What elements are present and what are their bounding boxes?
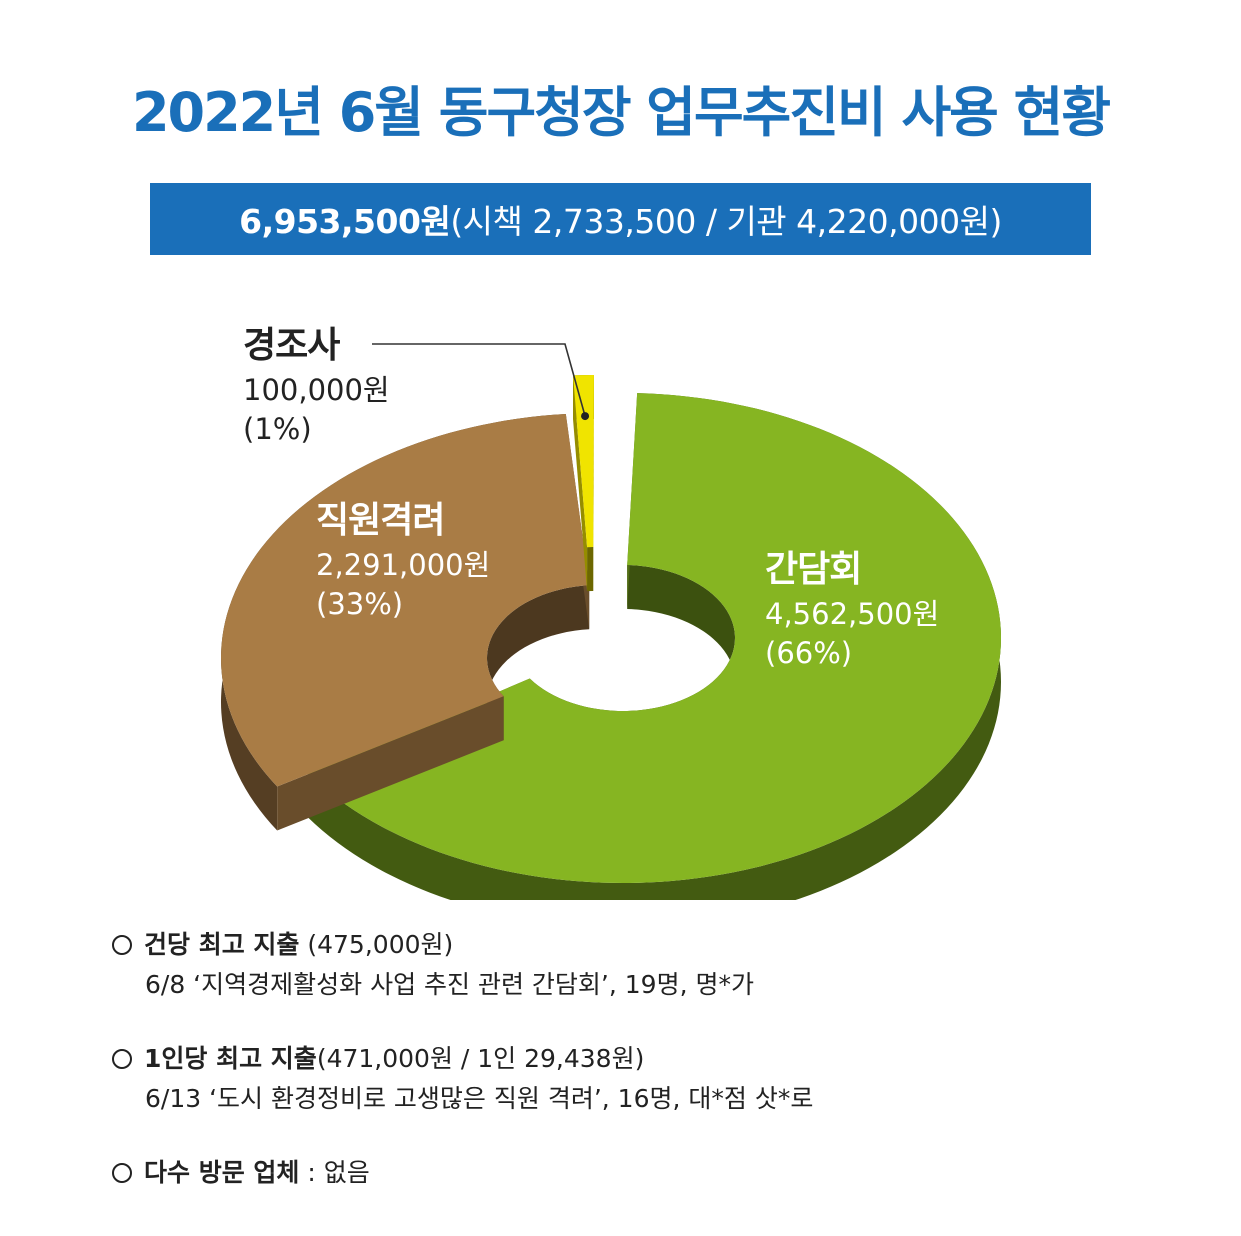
notes-section: 건당 최고 지출 (475,000원) 6/8 ‘지역경제활성화 사업 추진 관… — [112, 925, 1162, 1227]
label-meeting-name: 간담회 — [765, 549, 862, 590]
leader-dot — [581, 412, 590, 421]
label-meeting-value: 4,562,500원 — [765, 596, 940, 631]
label-staff: 직원격려 2,291,000원 (33%) — [316, 497, 490, 624]
note-heading: 1인당 최고 지출 — [144, 1044, 317, 1073]
note-heading: 다수 방문 업체 — [144, 1158, 300, 1187]
circle-bullet-icon — [112, 1163, 132, 1183]
note-detail: 6/13 ‘도시 환경정비로 고생많은 직원 격려’, 16명, 대*점 삿*로 — [145, 1084, 814, 1113]
total-amount: 6,953,500원 — [239, 202, 451, 241]
note-frequent-vendor: 다수 방문 업체 : 없음 — [112, 1153, 1162, 1193]
label-staff-name: 직원격려 — [316, 500, 445, 541]
label-staff-value: 2,291,000원 — [316, 547, 491, 582]
slice-직원격려-top — [221, 413, 590, 787]
slice-경조사-cut-start — [573, 375, 588, 592]
note-max-per-person: 1인당 최고 지출(471,000원 / 1인 29,438원) 6/13 ‘도… — [112, 1039, 1162, 1119]
leader-line — [372, 343, 586, 417]
circle-bullet-icon — [112, 1049, 132, 1069]
total-breakdown: (시책 2,733,500 / 기관 4,220,000원) — [450, 202, 1002, 241]
label-condolence-value: 100,000원 — [243, 372, 390, 407]
note-heading-detail: (475,000원) — [299, 930, 454, 959]
label-condolence-name: 경조사 — [243, 325, 340, 366]
circle-bullet-icon — [112, 935, 132, 955]
label-condolence: 경조사 100,000원 (1%) — [243, 322, 390, 449]
slice-경조사-top — [573, 375, 594, 548]
donut-chart — [220, 343, 1002, 900]
label-meeting: 간담회 4,562,500원 (66%) — [765, 546, 939, 673]
label-staff-percent: (33%) — [316, 586, 404, 621]
note-heading-detail: : 없음 — [299, 1158, 370, 1187]
note-max-per-case: 건당 최고 지출 (475,000원) 6/8 ‘지역경제활성화 사업 추진 관… — [112, 925, 1162, 1005]
slice-간담회-top — [308, 393, 1002, 883]
slice-경조사-cut-end — [593, 375, 594, 592]
slice-직원격려-cut-start — [277, 696, 504, 831]
note-heading-detail: (471,000원 / 1인 29,438원) — [316, 1044, 645, 1073]
slice-경조사-group — [573, 375, 594, 592]
note-detail: 6/8 ‘지역경제활성화 사업 추진 관련 간담회’, 19명, 명*가 — [145, 970, 754, 999]
total-banner: 6,953,500원 (시책 2,733,500 / 기관 4,220,000원… — [150, 183, 1091, 255]
note-heading: 건당 최고 지출 — [144, 930, 300, 959]
slice-직원격려-group — [220, 413, 590, 831]
label-condolence-percent: (1%) — [243, 411, 312, 446]
page-title: 2022년 6월 동구청장 업무추진비 사용 현황 — [131, 81, 1111, 144]
slice-경조사-inner-side — [587, 547, 594, 592]
slice-직원격려-inner-side — [487, 585, 590, 741]
label-meeting-percent: (66%) — [765, 635, 853, 670]
slice-간담회-outer-side — [308, 393, 1001, 900]
